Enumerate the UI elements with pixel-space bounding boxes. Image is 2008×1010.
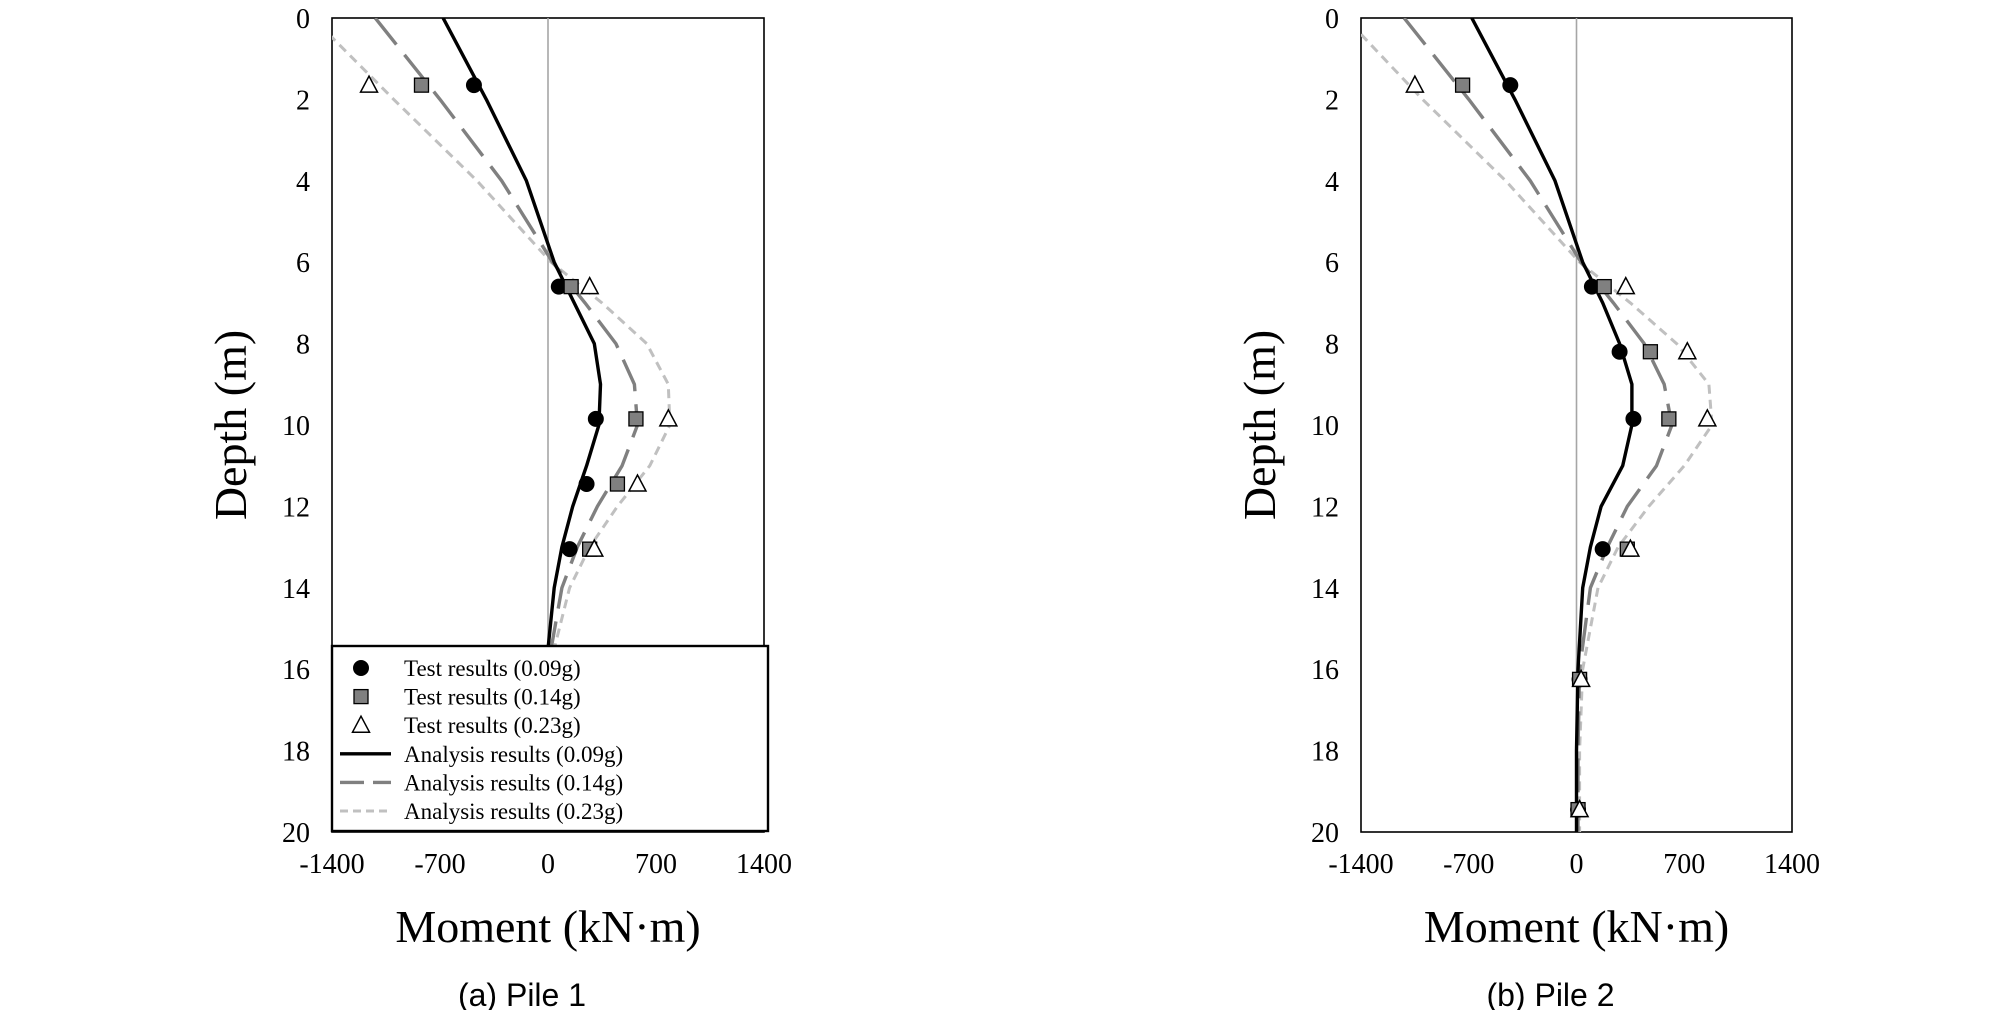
y-tick-label: 0 <box>1325 4 1339 35</box>
y-tick-label: 16 <box>1311 655 1339 686</box>
data-point-triangle <box>359 74 379 93</box>
data-point-triangle <box>584 538 605 557</box>
data-point-square <box>609 476 626 492</box>
data-point-square <box>628 411 644 427</box>
data-point-square <box>413 77 430 93</box>
panel-pile-1: 0 2 4 6 8 10 12 14 16 18 20-1400 -700 0 700 1400 Moment… <box>205 4 792 1010</box>
y-tick-label: 14 <box>282 574 310 605</box>
y-tick-label: 4 <box>296 167 310 198</box>
x-tick-label: -700 <box>1443 849 1494 880</box>
data-point-square <box>563 278 579 295</box>
data-point-triangle <box>658 408 679 427</box>
y-tick-label: 4 <box>1325 167 1339 198</box>
x-tick-label: 0 <box>1570 849 1584 880</box>
x-tick-label: 1400 <box>736 849 792 880</box>
panel-caption: (b) Pile 2 <box>1486 977 1614 1010</box>
panel-caption: (a) Pile 1 <box>458 977 586 1010</box>
legend-label: Analysis results (0.14g) <box>404 770 623 795</box>
y-tick-label: 2 <box>1325 85 1339 116</box>
y-tick-label: 20 <box>1311 818 1339 849</box>
legend-label: Analysis results (0.23g) <box>404 799 623 824</box>
y-tick-label: 0 <box>296 4 310 35</box>
y-tick-label: 18 <box>1311 737 1339 768</box>
data-point-square <box>1642 344 1659 360</box>
data-point-triangle <box>1616 276 1636 295</box>
data-point-circle <box>578 476 595 493</box>
data-point-square <box>1661 411 1677 427</box>
legend-label: Test results (0.09g) <box>404 656 581 681</box>
data-point-circle <box>587 410 604 427</box>
data-point-triangle <box>579 276 600 295</box>
x-tick-label: 0 <box>541 849 555 880</box>
panel-pile-2: 0 2 4 6 8 10 12 14 16 18 20-1400 -700 0 700 1400 Moment… <box>1234 4 1820 1010</box>
y-tick-label: 16 <box>282 655 310 686</box>
legend: Test results (0.09g) Test results (0.14g)… <box>330 644 770 833</box>
y-tick-label: 10 <box>1311 411 1339 442</box>
legend-label: Analysis results (0.09g) <box>404 742 623 767</box>
data-point-square <box>1454 77 1471 93</box>
data-point-square <box>1596 278 1612 295</box>
data-point-triangle <box>1620 538 1641 557</box>
data-point-circle <box>1502 77 1519 94</box>
data-point-circle <box>1611 343 1628 360</box>
legend-label: Test results (0.23g) <box>404 713 581 738</box>
x-axis-title: Moment (kN·m) <box>1424 901 1729 952</box>
data-point-circle <box>1594 541 1611 558</box>
legend-label: Test results (0.14g) <box>404 685 581 710</box>
y-axis-title: Depth (m) <box>1234 330 1285 520</box>
y-tick-label: 12 <box>1311 492 1339 523</box>
y-tick-label: 8 <box>296 330 310 361</box>
y-tick-label: 18 <box>282 737 310 768</box>
x-tick-label: 700 <box>1663 849 1705 880</box>
y-tick-label: 6 <box>1325 248 1339 279</box>
legend-marker-square <box>353 688 369 705</box>
y-axis-title: Depth (m) <box>205 330 256 520</box>
data-point-circle <box>1625 410 1642 427</box>
x-axis-title: Moment (kN·m) <box>395 901 700 952</box>
data-point-circle <box>465 77 482 94</box>
data-point-triangle <box>1571 668 1591 688</box>
y-tick-label: 20 <box>282 818 310 849</box>
data-point-triangle <box>1677 341 1698 360</box>
legend-marker-circle <box>353 660 369 676</box>
y-tick-label: 14 <box>1311 574 1339 605</box>
y-tick-label: 6 <box>296 248 310 279</box>
y-tick-label: 2 <box>296 85 310 116</box>
data-point-triangle <box>1569 799 1590 818</box>
legend-box <box>330 644 770 833</box>
y-tick-label: 10 <box>282 411 310 442</box>
y-tick-label: 12 <box>282 492 310 523</box>
data-point-triangle <box>1697 408 1718 427</box>
x-tick-label: -1400 <box>1328 849 1393 880</box>
legend-marker-triangle <box>351 714 371 733</box>
x-tick-label: 1400 <box>1764 849 1820 880</box>
data-point-triangle <box>1405 74 1425 93</box>
x-tick-label: -1400 <box>299 849 364 880</box>
y-tick-label: 8 <box>1325 330 1339 361</box>
series-line <box>1361 33 1714 832</box>
x-tick-label: -700 <box>414 849 465 880</box>
data-point-triangle <box>627 473 648 492</box>
x-tick-label: 700 <box>635 849 677 880</box>
data-point-circle <box>561 541 578 558</box>
